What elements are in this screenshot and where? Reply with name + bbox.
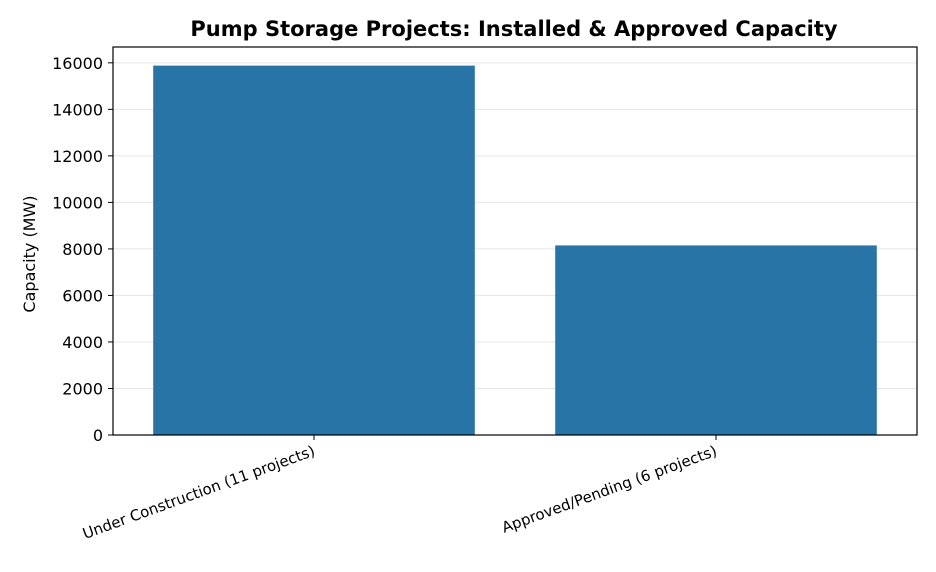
- chart-title: Pump Storage Projects: Installed & Appro…: [190, 17, 838, 41]
- y-tick-label: 16000: [52, 54, 103, 73]
- y-tick-label: 12000: [52, 147, 103, 166]
- y-tick-label: 14000: [52, 100, 103, 119]
- y-tick-label: 0: [93, 426, 103, 445]
- y-axis: 0 2000 4000 6000 8000 10000 12000 14000 16000: [52, 54, 113, 445]
- x-tick-label: Approved/Pending (6 projects): [499, 442, 719, 537]
- bar: [153, 65, 475, 435]
- plot-frame: [112, 46, 918, 436]
- x-tick-label: Under Construction (11 projects): [80, 442, 317, 543]
- y-tick-label: 2000: [62, 379, 103, 398]
- y-tick-label: 10000: [52, 193, 103, 212]
- y-tick-label: 4000: [62, 333, 103, 352]
- bars: [153, 65, 877, 435]
- bar: [555, 245, 877, 435]
- y-tick-label: 6000: [62, 286, 103, 305]
- y-tick-label: 8000: [62, 240, 103, 259]
- y-axis-label: Capacity (MW): [20, 195, 39, 312]
- x-axis: Under Construction (11 projects) Approved…: [80, 435, 719, 543]
